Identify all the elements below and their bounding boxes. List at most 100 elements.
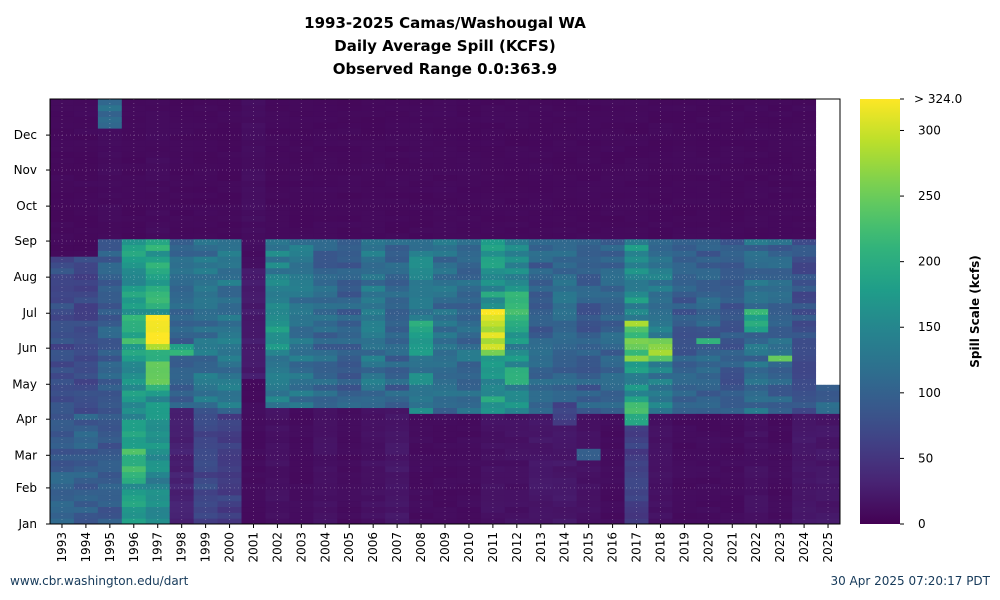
heatmap-cell (480, 390, 506, 397)
heatmap-cell (73, 430, 99, 438)
heatmap-cell (337, 238, 362, 246)
heatmap-cell (528, 256, 554, 263)
heatmap-cell (241, 390, 266, 397)
heatmap-cell (504, 256, 530, 263)
heatmap-cell (313, 285, 338, 292)
heatmap-cell (50, 308, 75, 315)
heatmap-cell (169, 425, 195, 432)
heatmap-cell (576, 145, 602, 152)
heatmap-cell (289, 227, 314, 234)
heatmap-cell (720, 518, 745, 525)
heatmap-cell (768, 442, 793, 449)
heatmap-cell (241, 163, 266, 170)
heatmap-cell (241, 326, 266, 333)
heatmap-cell (313, 360, 338, 368)
heatmap-cell (720, 372, 745, 379)
heatmap-cell (265, 390, 290, 397)
heatmap-cell-missing (816, 366, 841, 374)
heatmap-cell (97, 442, 123, 449)
heatmap-cell (337, 163, 362, 170)
heatmap-cell (385, 192, 410, 199)
heatmap-cell-missing (816, 168, 841, 176)
heatmap-cell (97, 314, 123, 321)
heatmap-cell (768, 232, 793, 240)
heatmap-cell (265, 133, 290, 141)
heatmap-cell (792, 285, 817, 292)
heatmap-cell (193, 296, 219, 304)
heatmap-cell (696, 151, 721, 158)
heatmap-cell (433, 186, 458, 193)
heatmap-cell (217, 419, 243, 426)
heatmap-cell (720, 378, 745, 385)
heatmap-cell (217, 192, 243, 199)
heatmap-cell (289, 425, 314, 432)
heatmap-cell (361, 366, 386, 374)
heatmap-cell (193, 337, 219, 345)
heatmap-cell (265, 99, 290, 106)
heatmap-cell (744, 227, 769, 234)
heatmap-cell (241, 186, 266, 193)
heatmap-cell (241, 372, 266, 379)
heatmap-cell (385, 203, 410, 211)
heatmap-cell (744, 465, 769, 473)
heatmap-cell-missing (816, 320, 841, 327)
heatmap-cell-missing (816, 221, 841, 228)
heatmap-cell (504, 157, 530, 164)
heatmap-cell (648, 384, 673, 391)
heatmap-cell (361, 407, 386, 414)
heatmap-cell (792, 296, 817, 304)
heatmap-cell (385, 384, 410, 391)
heatmap-cell (265, 366, 290, 374)
heatmap-cell (409, 442, 434, 449)
heatmap-cell (73, 459, 99, 467)
heatmap-cell (385, 512, 410, 519)
heatmap-cell (528, 407, 554, 414)
y-tick-label: Aug (14, 270, 37, 284)
heatmap-cell (672, 157, 697, 164)
heatmap-cell-missing (816, 314, 841, 321)
heatmap-cell (169, 122, 195, 129)
heatmap-cell (528, 133, 554, 141)
heatmap-cell (696, 227, 721, 234)
heatmap-cell (528, 163, 554, 170)
heatmap-cell (720, 465, 745, 473)
heatmap-cell (73, 209, 99, 216)
heatmap-cell (696, 337, 721, 345)
heatmap-cell (552, 203, 578, 211)
heatmap-cell (744, 168, 769, 176)
heatmap-cell (385, 483, 410, 490)
heatmap-cell (433, 157, 458, 164)
heatmap-cell (768, 157, 793, 164)
heatmap-cell (241, 168, 266, 176)
heatmap-cell (768, 494, 793, 502)
heatmap-cell (97, 250, 123, 257)
heatmap-cell (480, 372, 506, 379)
heatmap-cell (289, 256, 314, 263)
heatmap-cell (97, 384, 123, 391)
heatmap-cell (409, 267, 434, 275)
heatmap-cell (313, 197, 338, 205)
heatmap-cell (433, 215, 458, 222)
heatmap-cell (504, 500, 530, 508)
heatmap-cell (121, 343, 147, 350)
heatmap-cell (624, 227, 649, 234)
heatmap-cell (313, 221, 338, 228)
heatmap-cell (600, 331, 626, 339)
heatmap-cell (720, 133, 745, 141)
heatmap-cell (648, 401, 673, 409)
heatmap-cell (121, 180, 147, 187)
heatmap-cell (50, 477, 75, 484)
heatmap-cell (217, 174, 243, 181)
heatmap-cell-missing (816, 180, 841, 187)
heatmap-cell (552, 116, 578, 123)
heatmap-cell (361, 174, 386, 181)
heatmap-cell (504, 168, 530, 176)
heatmap-cell (289, 395, 314, 403)
heatmap-cell (409, 151, 434, 158)
heatmap-cell (121, 99, 147, 106)
heatmap-cell (97, 232, 123, 240)
heatmap-cell (696, 180, 721, 187)
heatmap-cell (193, 331, 219, 339)
heatmap-cell (145, 355, 171, 362)
heatmap-cell (600, 506, 626, 513)
